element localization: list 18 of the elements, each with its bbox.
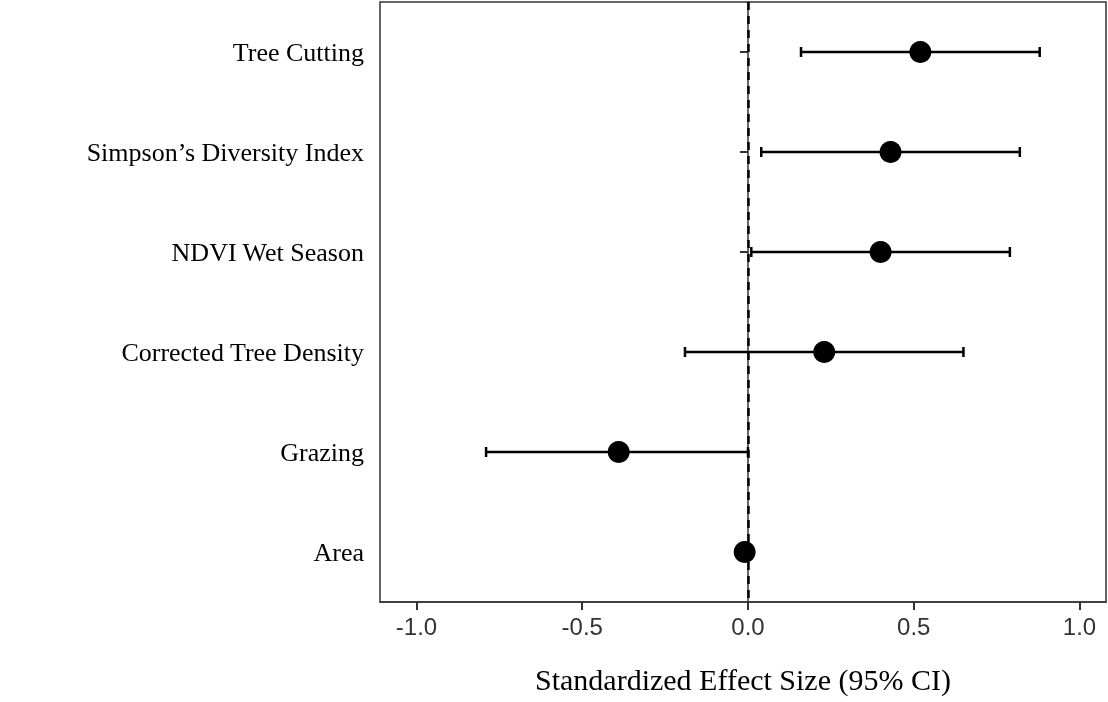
y-tick-label: Grazing <box>280 437 364 467</box>
point <box>813 341 836 363</box>
point <box>879 141 902 163</box>
x-tick-label: 0.5 <box>897 612 931 640</box>
x-axis-title: Standardized Effect Size (95% CI) <box>535 662 951 697</box>
point <box>909 41 932 63</box>
point <box>607 441 630 463</box>
y-tick-label: Simpson’s Diversity Index <box>86 137 364 167</box>
x-tick-label: 0.0 <box>731 612 765 640</box>
y-tick-label: Area <box>313 537 365 567</box>
y-tick-label: Corrected Tree Density <box>121 337 364 367</box>
point <box>869 241 892 263</box>
x-tick-label: 1.0 <box>1062 612 1097 640</box>
x-tick-label: -1.0 <box>395 612 438 640</box>
y-tick-label: NDVI Wet Season <box>171 237 364 267</box>
x-tick-label: -0.5 <box>561 612 603 640</box>
y-tick-label: Tree Cutting <box>232 37 364 67</box>
point <box>733 541 756 563</box>
